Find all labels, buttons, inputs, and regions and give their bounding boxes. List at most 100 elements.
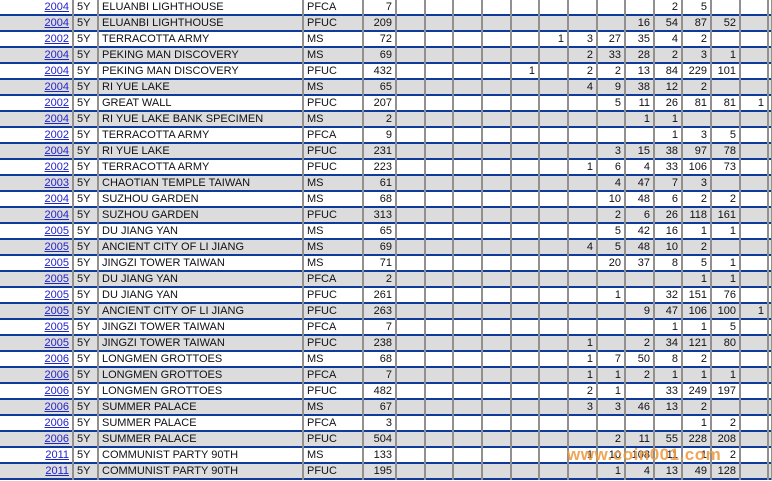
grade-count-cell: 11 (654, 447, 683, 463)
grade-count-cell: 84 (654, 63, 683, 79)
grade-count-cell (740, 0, 769, 15)
year-link[interactable]: 2002 (44, 97, 69, 109)
year-link[interactable]: 2005 (44, 257, 69, 269)
table-row: 2004 5Y ELUANBI LIGHTHOUSE PFCA 7 2 5 (0, 0, 772, 15)
designation-cell: PFCA (303, 415, 364, 431)
year-link[interactable]: 2004 (44, 193, 69, 205)
year-link[interactable]: 2011 (45, 449, 69, 461)
grade-count-cell: 5 (597, 223, 626, 239)
grade-count-cell (768, 63, 772, 79)
year-link[interactable]: 2002 (44, 33, 69, 45)
year-link[interactable]: 2005 (44, 273, 69, 285)
grade-count-cell: 55 (654, 431, 683, 447)
year-link[interactable]: 2005 (44, 241, 69, 253)
grade-count-cell (539, 63, 569, 79)
grade-count-cell (539, 367, 569, 383)
year-cell: 2005 (0, 255, 74, 271)
grade-count-cell: 3 (597, 143, 626, 159)
grade-count-cell (511, 223, 540, 239)
year-link[interactable]: 2006 (44, 385, 69, 397)
grade-count-cell (711, 111, 741, 127)
description-cell: JINGZI TOWER TAIWAN (98, 335, 304, 351)
year-cell: 2005 (0, 335, 74, 351)
grade-count-cell (396, 111, 426, 127)
year-link[interactable]: 2005 (44, 305, 69, 317)
grade-count-cell: 11 (625, 431, 655, 447)
grade-count-cell (396, 15, 426, 31)
year-link[interactable]: 2004 (44, 17, 69, 29)
year-link[interactable]: 2003 (44, 177, 69, 189)
grade-count-cell: 106 (682, 303, 712, 319)
year-cell: 2004 (0, 0, 74, 15)
grade-count-cell: 38 (625, 79, 655, 95)
grade-count-cell (453, 447, 483, 463)
total-count-cell: 68 (363, 191, 397, 207)
grade-count-cell (740, 127, 769, 143)
year-link[interactable]: 2005 (44, 289, 69, 301)
year-link[interactable]: 2002 (44, 161, 69, 173)
grade-count-cell (539, 95, 569, 111)
total-count-cell: 69 (363, 239, 397, 255)
grade-count-cell: 1 (654, 127, 683, 143)
grade-count-cell: 5 (597, 239, 626, 255)
year-link[interactable]: 2004 (44, 81, 69, 93)
grade-count-cell: 5 (682, 255, 712, 271)
year-link[interactable]: 2011 (45, 465, 69, 477)
year-link[interactable]: 2004 (44, 145, 69, 157)
year-link[interactable]: 2006 (44, 401, 69, 413)
denomination-cell: 5Y (73, 335, 99, 351)
denomination-cell: 5Y (73, 367, 99, 383)
table-row: 2002 5Y TERRACOTTA ARMY PFCA 9 1 3 5 (0, 127, 772, 143)
total-count-cell: 2 (363, 111, 397, 127)
year-link[interactable]: 2002 (44, 129, 69, 141)
grade-count-cell: 161 (711, 207, 741, 223)
grade-count-cell: 1 (711, 271, 741, 287)
grade-count-cell (539, 447, 569, 463)
total-count-cell: 68 (363, 351, 397, 367)
year-link[interactable]: 2005 (44, 337, 69, 349)
grade-count-cell: 28 (625, 47, 655, 63)
grade-count-cell (482, 207, 512, 223)
designation-cell: MS (303, 351, 364, 367)
grade-count-cell: 10 (654, 239, 683, 255)
grade-count-cell (768, 223, 772, 239)
year-link[interactable]: 2004 (44, 113, 69, 125)
grade-count-cell (396, 239, 426, 255)
year-link[interactable]: 2004 (44, 49, 69, 61)
denomination-cell: 5Y (73, 63, 99, 79)
year-link[interactable]: 2006 (44, 369, 69, 381)
year-link[interactable]: 2006 (44, 433, 69, 445)
grade-count-cell (768, 111, 772, 127)
year-link[interactable]: 2005 (44, 321, 69, 333)
total-count-cell: 65 (363, 223, 397, 239)
grade-count-cell: 2 (654, 0, 683, 15)
grade-count-cell (425, 447, 454, 463)
grade-count-cell (768, 159, 772, 175)
grade-count-cell (482, 399, 512, 415)
total-count-cell: 7 (363, 367, 397, 383)
year-link[interactable]: 2006 (44, 417, 69, 429)
grade-count-cell: 27 (597, 31, 626, 47)
year-link[interactable]: 2006 (44, 353, 69, 365)
grade-count-cell: 1 (711, 367, 741, 383)
grade-count-cell (568, 223, 598, 239)
designation-cell: MS (303, 239, 364, 255)
year-link[interactable]: 2004 (44, 209, 69, 221)
year-link[interactable]: 2004 (44, 65, 69, 77)
grade-count-cell (482, 351, 512, 367)
year-link[interactable]: 2005 (44, 225, 69, 237)
grade-count-cell (511, 31, 540, 47)
grade-count-cell (396, 159, 426, 175)
description-cell: JINGZI TOWER TAIWAN (98, 319, 304, 335)
designation-cell: PFUC (303, 15, 364, 31)
denomination-cell: 5Y (73, 127, 99, 143)
grade-count-cell: 108 (625, 447, 655, 463)
year-cell: 2005 (0, 303, 74, 319)
year-link[interactable]: 2004 (44, 1, 69, 13)
grade-count-cell (539, 223, 569, 239)
grade-count-cell (539, 463, 569, 479)
grade-count-cell (453, 111, 483, 127)
grade-count-cell (768, 367, 772, 383)
description-cell: RI YUE LAKE (98, 79, 304, 95)
grade-count-cell: 3 (682, 175, 712, 191)
